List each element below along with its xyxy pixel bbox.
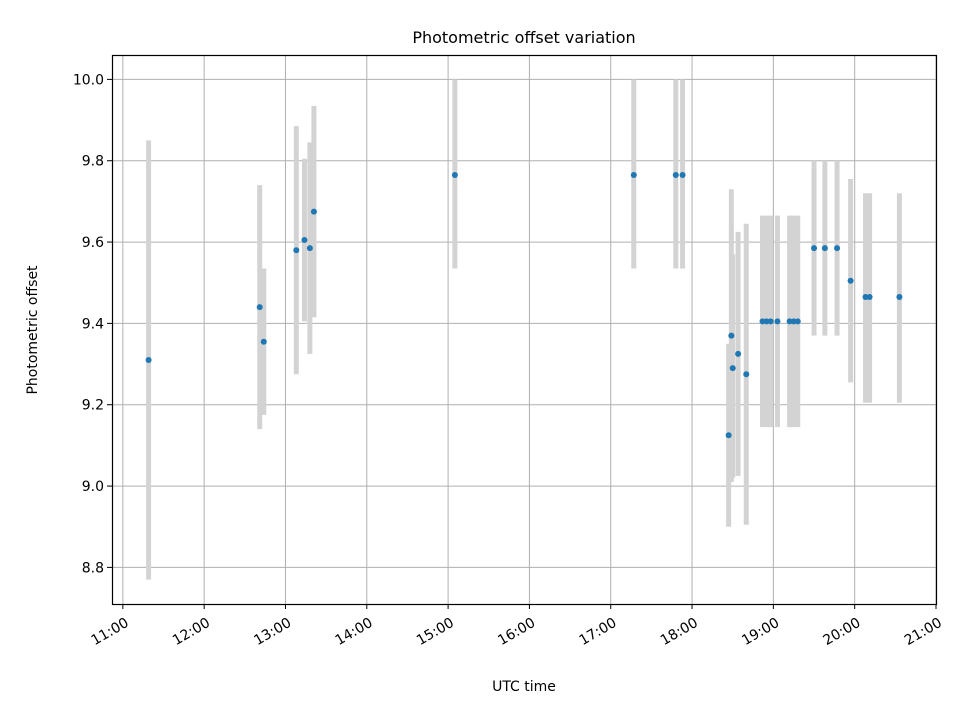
data-point (293, 247, 300, 254)
y-tick-label: 9.4 (82, 316, 104, 332)
data-point (672, 171, 679, 178)
data-point (821, 245, 828, 252)
y-tick-label: 9.6 (82, 235, 104, 251)
data-point (301, 237, 308, 244)
y-tick-label: 9.8 (82, 154, 104, 170)
data-point (725, 432, 732, 439)
data-point (767, 318, 774, 325)
data-point (728, 332, 735, 339)
data-point (310, 208, 317, 215)
y-tick-label: 9.0 (82, 479, 104, 495)
data-point (145, 357, 152, 363)
y-axis-label: Photometric offset (25, 265, 41, 395)
data-point (679, 171, 686, 178)
data-point (743, 371, 750, 378)
data-point (847, 277, 854, 284)
data-point (729, 365, 736, 372)
data-point (774, 318, 781, 325)
y-tick-label: 9.2 (82, 398, 104, 414)
y-tick-label: 10.0 (73, 72, 104, 88)
chart-title: Photometric offset variation (412, 28, 635, 47)
data-point (811, 245, 818, 252)
data-points (145, 171, 903, 439)
data-point (451, 171, 458, 178)
plot-frame (111, 54, 938, 606)
data-point (306, 245, 313, 252)
data-point (630, 171, 637, 178)
data-point (896, 293, 903, 300)
data-point (834, 245, 841, 252)
data-point (256, 304, 263, 311)
data-point (866, 293, 873, 300)
x-axis-label: UTC time (492, 679, 556, 695)
data-point (794, 318, 801, 325)
data-point (260, 338, 267, 345)
y-tick-label: 8.8 (82, 560, 104, 576)
data-point (735, 350, 742, 357)
